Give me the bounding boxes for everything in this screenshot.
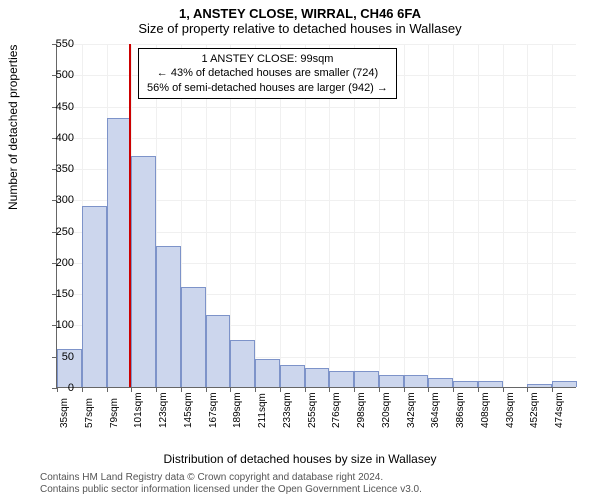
y-tick-label: 250 xyxy=(44,226,74,238)
x-tick-label: 57sqm xyxy=(84,398,95,428)
x-tick xyxy=(404,387,405,392)
x-tick xyxy=(131,387,132,392)
x-tick xyxy=(255,387,256,392)
x-tick xyxy=(428,387,429,392)
callout-line-2: ← 43% of detached houses are smaller (72… xyxy=(147,66,388,80)
histogram-bar xyxy=(82,206,107,387)
histogram-bar xyxy=(255,359,280,387)
x-tick-label: 342sqm xyxy=(406,392,417,428)
callout-line-3: 56% of semi-detached houses are larger (… xyxy=(147,81,388,95)
attribution-line-1: Contains HM Land Registry data © Crown c… xyxy=(40,472,590,484)
x-tick xyxy=(453,387,454,392)
x-tick xyxy=(280,387,281,392)
histogram-bar xyxy=(280,365,305,387)
x-tick-label: 276sqm xyxy=(331,392,342,428)
x-tick xyxy=(82,387,83,392)
x-tick xyxy=(107,387,108,392)
histogram-bar xyxy=(107,118,132,387)
x-tick xyxy=(552,387,553,392)
y-tick-label: 450 xyxy=(44,101,74,113)
x-tick-label: 408sqm xyxy=(480,392,491,428)
callout-box: 1 ANSTEY CLOSE: 99sqm ← 43% of detached … xyxy=(138,48,397,99)
histogram-bar xyxy=(527,384,552,387)
x-tick-label: 189sqm xyxy=(232,392,243,428)
y-tick-label: 0 xyxy=(44,382,74,394)
x-tick-label: 298sqm xyxy=(356,392,367,428)
gridline-v xyxy=(453,44,454,387)
y-tick-label: 550 xyxy=(44,38,74,50)
histogram-bar xyxy=(453,381,478,387)
y-tick-label: 200 xyxy=(44,257,74,269)
x-tick-label: 255sqm xyxy=(307,392,318,428)
x-tick-label: 364sqm xyxy=(430,392,441,428)
reference-line xyxy=(129,44,131,387)
gridline-v xyxy=(503,44,504,387)
x-axis-label: Distribution of detached houses by size … xyxy=(0,452,600,466)
gridline-v xyxy=(527,44,528,387)
histogram-bar xyxy=(131,156,156,387)
x-tick-label: 430sqm xyxy=(505,392,516,428)
histogram-bar xyxy=(354,371,379,387)
x-tick xyxy=(230,387,231,392)
histogram-bar xyxy=(329,371,354,387)
y-tick-label: 400 xyxy=(44,132,74,144)
histogram-bar xyxy=(206,315,231,387)
gridline-v xyxy=(552,44,553,387)
x-tick xyxy=(478,387,479,392)
x-tick-label: 474sqm xyxy=(554,392,565,428)
page-title: 1, ANSTEY CLOSE, WIRRAL, CH46 6FA xyxy=(0,0,600,21)
gridline-h xyxy=(57,107,576,108)
histogram-bar xyxy=(478,381,503,387)
histogram-bar xyxy=(552,381,577,387)
x-tick xyxy=(181,387,182,392)
callout-line-1: 1 ANSTEY CLOSE: 99sqm xyxy=(147,52,388,66)
x-tick-label: 101sqm xyxy=(133,392,144,428)
x-tick-label: 167sqm xyxy=(208,392,219,428)
gridline-v xyxy=(428,44,429,387)
x-tick-label: 211sqm xyxy=(257,393,268,428)
gridline-v xyxy=(404,44,405,387)
histogram-bar xyxy=(181,287,206,387)
histogram-bar xyxy=(230,340,255,387)
x-tick-label: 123sqm xyxy=(158,392,169,428)
attribution-line-2: Contains public sector information licen… xyxy=(40,484,590,496)
chart-area: 1 ANSTEY CLOSE: 99sqm ← 43% of detached … xyxy=(56,44,576,424)
x-tick-label: 233sqm xyxy=(282,392,293,428)
y-tick-label: 300 xyxy=(44,194,74,206)
histogram-bar xyxy=(428,378,453,387)
y-tick-label: 350 xyxy=(44,163,74,175)
gridline-h xyxy=(57,44,576,45)
x-tick-label: 79sqm xyxy=(109,398,120,428)
x-tick-label: 386sqm xyxy=(455,392,466,428)
histogram-bar xyxy=(379,375,404,388)
x-tick xyxy=(379,387,380,392)
y-tick-label: 100 xyxy=(44,319,74,331)
attribution: Contains HM Land Registry data © Crown c… xyxy=(40,472,590,496)
x-tick xyxy=(206,387,207,392)
gridline-v xyxy=(478,44,479,387)
histogram-bar xyxy=(404,375,429,388)
x-tick-label: 35sqm xyxy=(59,398,70,428)
x-tick xyxy=(503,387,504,392)
histogram-bar xyxy=(156,246,181,387)
y-tick-label: 500 xyxy=(44,69,74,81)
x-tick xyxy=(354,387,355,392)
x-tick-label: 145sqm xyxy=(183,392,194,428)
y-tick-label: 150 xyxy=(44,288,74,300)
x-tick-label: 452sqm xyxy=(529,392,540,428)
gridline-h xyxy=(57,138,576,139)
histogram-bar xyxy=(305,368,330,387)
y-axis-label: Number of detached properties xyxy=(6,45,20,210)
x-tick xyxy=(305,387,306,392)
x-tick xyxy=(156,387,157,392)
x-tick xyxy=(329,387,330,392)
y-tick-label: 50 xyxy=(44,351,74,363)
x-tick-label: 320sqm xyxy=(381,392,392,428)
page-subtitle: Size of property relative to detached ho… xyxy=(0,21,600,40)
x-tick xyxy=(527,387,528,392)
